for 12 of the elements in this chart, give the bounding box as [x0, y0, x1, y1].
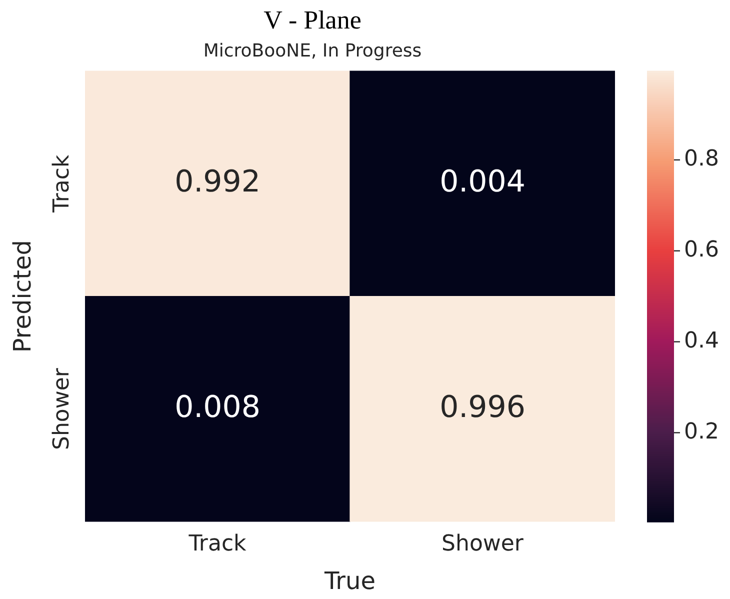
- color-bar-label: 0.4: [684, 328, 719, 354]
- y-axis-title: Predicted: [8, 240, 37, 353]
- data-label: 0.996: [440, 390, 526, 425]
- x-axis-title: True: [324, 566, 376, 595]
- chart-subtitle: MicroBooNE, In Progress: [203, 40, 422, 62]
- data-label: 0.004: [440, 164, 526, 200]
- data-label: 0.008: [174, 390, 260, 425]
- color-bar-label: 0.2: [684, 419, 719, 444]
- data-label: 0.992: [174, 164, 260, 200]
- chart-title: V - Plane: [264, 5, 362, 34]
- color-bar-label: 0.8: [684, 146, 719, 172]
- color-bar-label: 0.6: [684, 238, 719, 263]
